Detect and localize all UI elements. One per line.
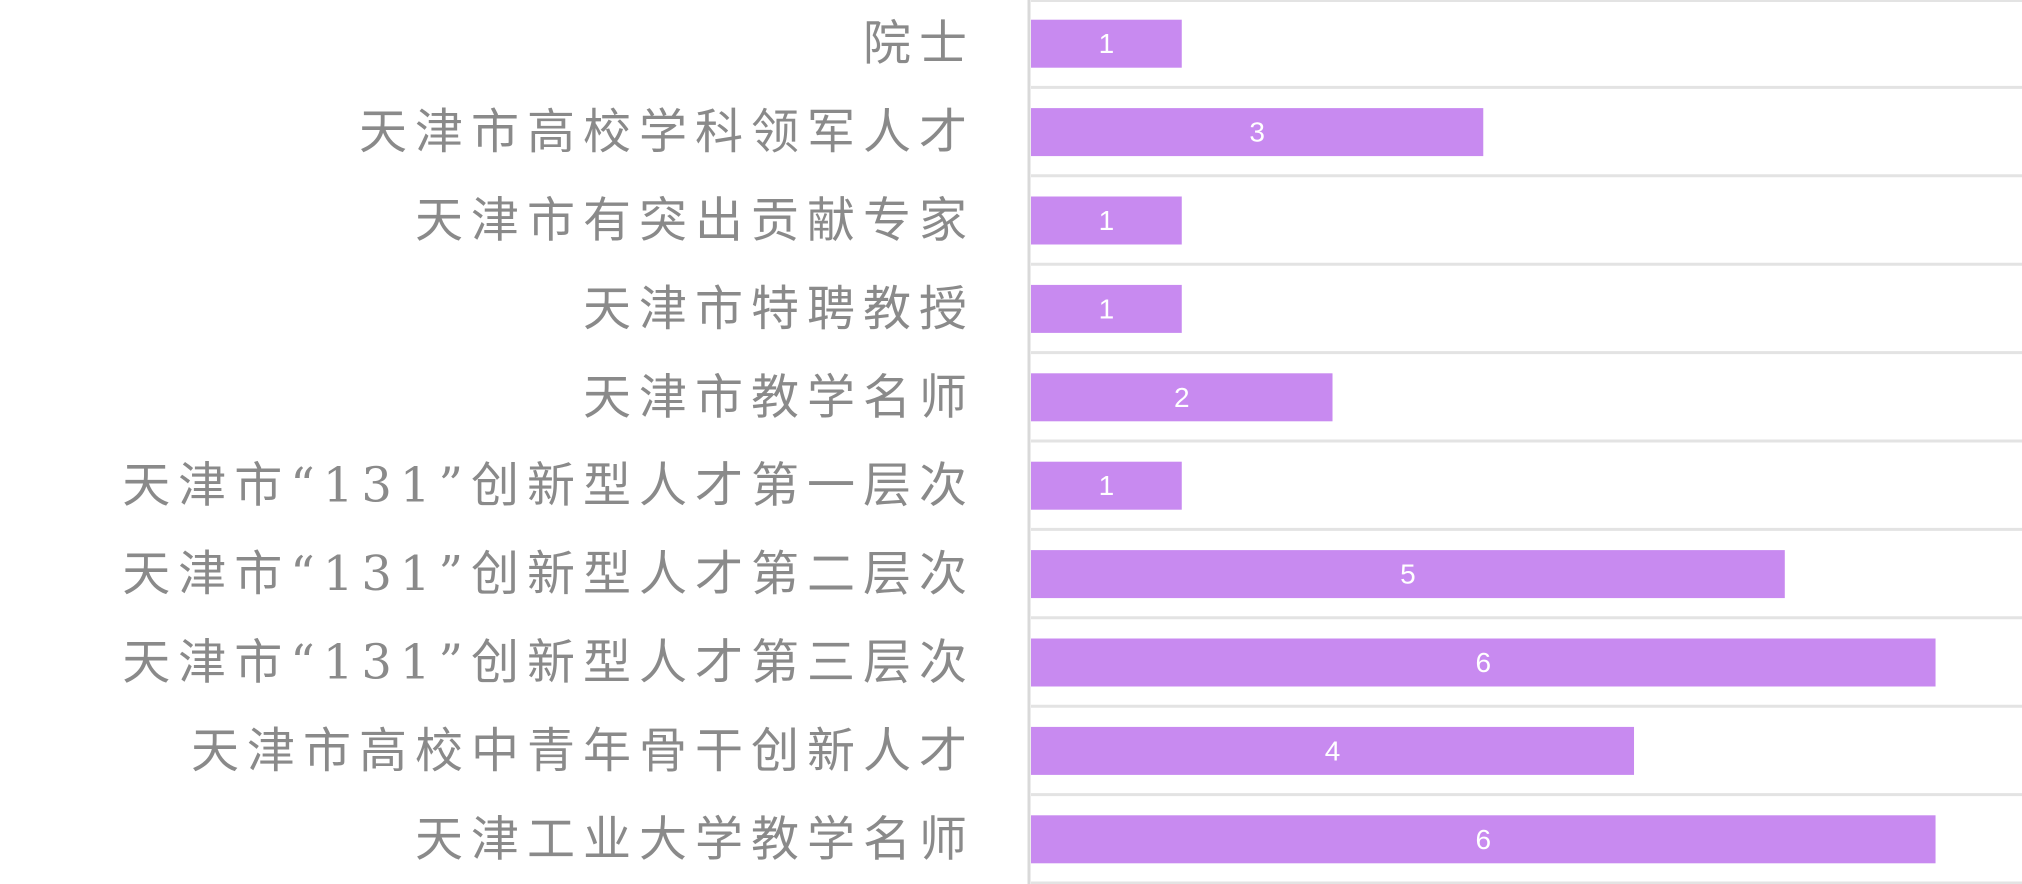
bar [1031, 815, 1936, 864]
category-label: 天津市“131”创新型人才第三层次 [122, 635, 975, 691]
data-label: 1 [1099, 470, 1115, 501]
category-label: 天津市“131”创新型人才第二层次 [122, 546, 975, 602]
category-label: 院士 [863, 16, 975, 72]
category-label: 天津工业大学教学名师 [415, 811, 975, 867]
category-label: 天津市高校学科领军人才 [359, 104, 975, 160]
bar [1031, 373, 1333, 422]
category-label: 天津市高校中青年骨干创新人才 [191, 723, 975, 779]
category-labels: 院士天津市高校学科领军人才天津市有突出贡献专家天津市特聘教授天津市教学名师天津市… [122, 16, 975, 868]
category-label: 天津市教学名师 [583, 369, 975, 425]
bar [1031, 638, 1936, 687]
data-label: 3 [1249, 117, 1265, 148]
gridlines [1031, 0, 2022, 884]
bar [1031, 461, 1182, 510]
data-label: 1 [1099, 205, 1115, 236]
category-label: 天津市“131”创新型人才第一层次 [122, 458, 975, 514]
bar [1031, 284, 1182, 333]
bar [1031, 726, 1635, 775]
data-labels: 1 3 1 1 2 1 5 6 4 6 [1099, 28, 1491, 855]
data-label: 1 [1099, 28, 1115, 59]
data-label: 4 [1325, 735, 1341, 766]
data-label: 6 [1475, 824, 1491, 855]
bar [1031, 108, 1484, 157]
data-label: 2 [1174, 382, 1190, 413]
data-label: 6 [1475, 647, 1491, 678]
data-label: 1 [1099, 293, 1115, 324]
bar [1031, 550, 1785, 599]
category-label: 天津市特聘教授 [583, 281, 975, 337]
bar [1031, 196, 1182, 245]
data-label: 5 [1400, 559, 1416, 590]
bars [1031, 19, 1936, 864]
category-label: 天津市有突出贡献专家 [415, 193, 975, 249]
bar [1031, 19, 1182, 68]
